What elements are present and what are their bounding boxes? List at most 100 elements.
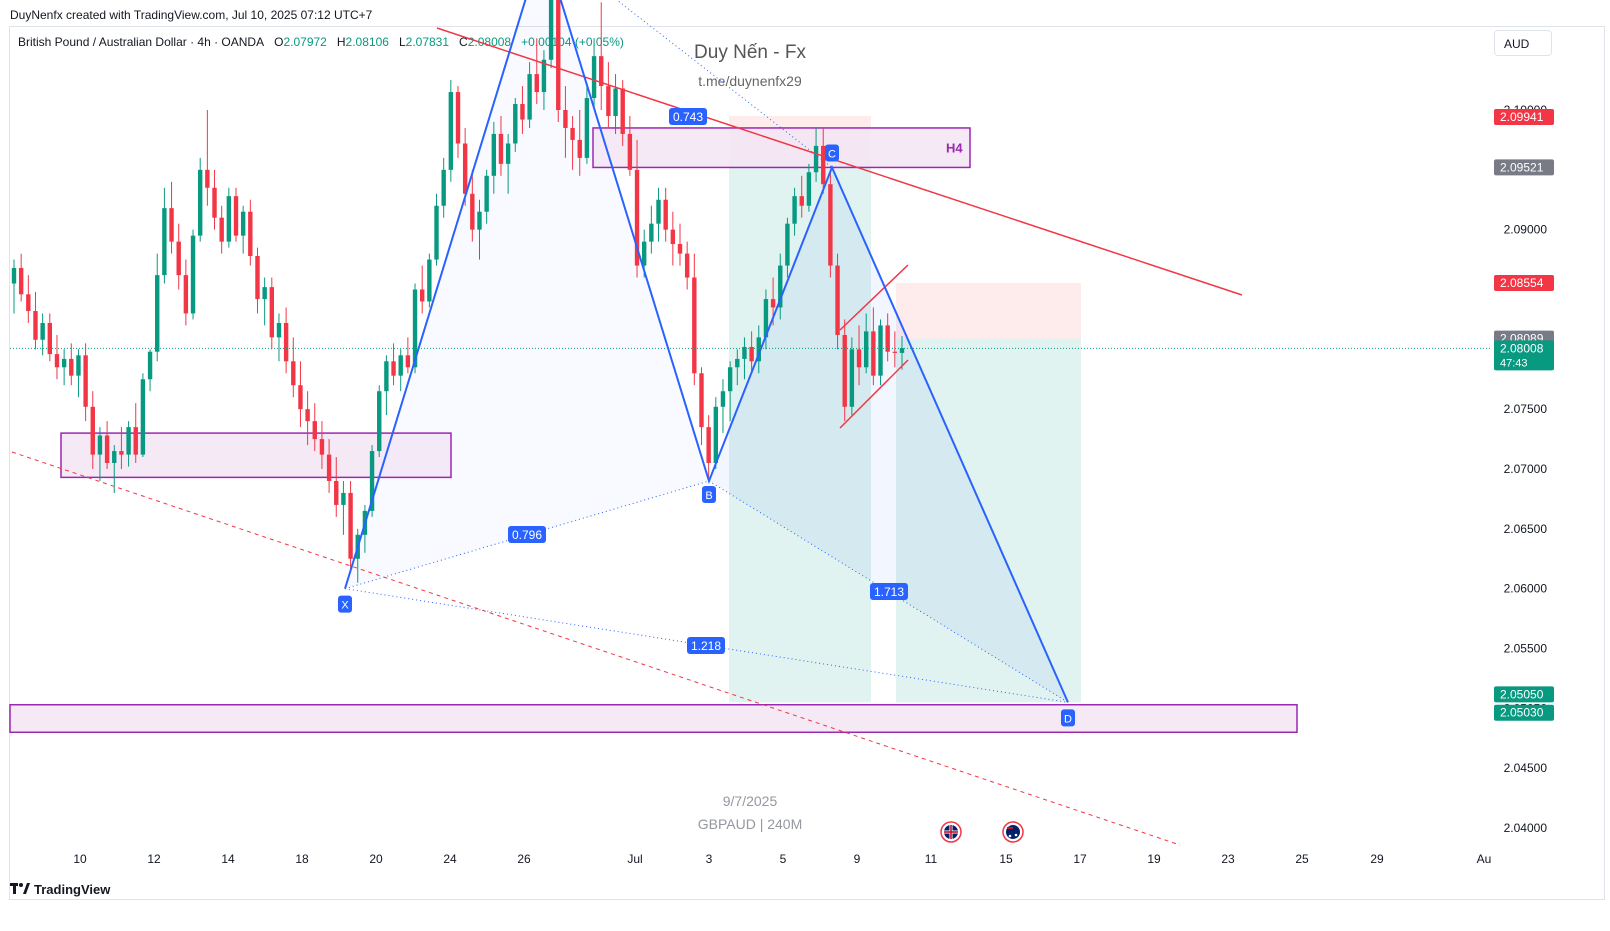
candle-body	[26, 294, 31, 312]
candle-body	[155, 275, 160, 352]
x-tick-label: 15	[999, 852, 1013, 866]
candle-body	[828, 184, 833, 266]
ratio-badge	[687, 637, 725, 654]
candle-body	[176, 241, 181, 276]
candle-body	[885, 325, 890, 352]
candle-body	[83, 355, 88, 407]
candle-body	[677, 244, 683, 254]
zone-label: H4	[946, 141, 963, 156]
candle-body	[269, 287, 275, 338]
candle-body	[33, 311, 38, 340]
candle-body	[534, 74, 539, 93]
candle-body	[505, 143, 511, 164]
candle-body	[541, 59, 547, 93]
candle-body	[455, 92, 461, 144]
candle-body	[871, 331, 876, 376]
axis-price-badge	[1494, 159, 1554, 176]
candle-body	[183, 275, 189, 314]
y-tick-label: 2.07000	[1504, 462, 1548, 476]
watermark-date: 9/7/2025	[722, 793, 778, 809]
ratio-badge	[870, 583, 908, 600]
candle-body	[735, 358, 740, 368]
candle-body	[240, 211, 246, 236]
candle-body	[319, 439, 325, 455]
candle-body	[147, 351, 153, 380]
candle-body	[821, 145, 826, 185]
candle-body	[369, 451, 375, 511]
candle-body	[727, 367, 733, 392]
candle-body	[298, 385, 303, 410]
candle-body	[212, 187, 217, 218]
candle-body	[190, 235, 196, 314]
candle-body	[419, 289, 425, 302]
currency-button[interactable]: AUD	[1494, 30, 1552, 56]
candle-body	[498, 133, 504, 164]
candle-body	[54, 354, 60, 368]
ratio-label: 1.218	[691, 639, 721, 653]
axis-price-badge	[1494, 275, 1554, 292]
axis-price-label: 2.09941	[1500, 110, 1544, 124]
x-tick-label: 10	[73, 852, 87, 866]
zone-box	[9, 703, 1298, 734]
candle-body	[799, 196, 804, 206]
candle-body	[112, 451, 117, 464]
candle-body	[842, 334, 847, 407]
x-tick-label: 12	[147, 852, 161, 866]
candle-body	[649, 223, 654, 242]
bar-countdown-label: 47:43	[1500, 357, 1528, 369]
candle-body	[11, 267, 17, 284]
watermark-subtitle: t.me/duynenfx29	[698, 73, 802, 89]
candle-body	[692, 277, 697, 374]
candle-body	[634, 169, 640, 266]
candle-body	[720, 391, 726, 407]
candle-body	[140, 379, 146, 455]
x-tick-label: Jul	[627, 852, 642, 866]
candle-body	[255, 255, 260, 300]
tradingview-logo[interactable]: TradingView	[10, 882, 110, 897]
stop-loss-zone	[896, 283, 1081, 339]
y-tick-label: 2.09000	[1504, 223, 1548, 237]
x-tick-label: 20	[369, 852, 383, 866]
candle-body	[778, 265, 783, 308]
x-tick-label: 14	[221, 852, 235, 866]
change-value: +0.00104 (+0.05%)	[521, 35, 624, 49]
harmonic-bcd-fill	[709, 167, 1068, 703]
axis-price-badge	[1494, 704, 1554, 721]
candle-body	[713, 406, 719, 464]
x-tick-label: 29	[1370, 852, 1384, 866]
x-tick-label: 23	[1221, 852, 1235, 866]
harmonic-xab-fill	[345, 0, 709, 589]
y-tick-label: 2.04500	[1504, 761, 1548, 775]
harmonic-ratio-line	[344, 480, 710, 590]
uk-flag-icon	[940, 821, 962, 843]
zone-box	[592, 127, 971, 169]
y-tick-label: 2.06500	[1504, 522, 1548, 536]
candle-body	[620, 88, 625, 134]
candle-body	[527, 74, 532, 120]
candle-body	[477, 211, 482, 230]
ratio-badge	[508, 526, 546, 543]
candle-body	[627, 133, 633, 170]
candle-body	[126, 427, 131, 455]
harmonic-point-badge	[825, 144, 839, 162]
candle-body	[169, 208, 174, 242]
axis-price-label: 2.05030	[1500, 706, 1544, 720]
symbol-legend[interactable]: British Pound / Australian Dollar · 4h ·…	[18, 35, 624, 49]
candle-body	[312, 421, 317, 440]
tradingview-logo-icon	[10, 882, 30, 897]
harmonic-point-d: D	[1064, 713, 1072, 725]
axis-price-badge	[1494, 109, 1554, 126]
candle-body	[856, 349, 862, 368]
candle-body	[427, 259, 432, 302]
axis-price-label: 2.08554	[1500, 276, 1544, 290]
candle-body	[448, 92, 454, 170]
candle-body	[785, 223, 790, 266]
australia-flag-icon	[1002, 821, 1024, 843]
candle-body	[441, 169, 446, 206]
candle-body	[663, 199, 668, 230]
candle-body	[405, 355, 411, 368]
candle-body	[205, 169, 210, 188]
candle-body	[341, 492, 346, 505]
candle-body	[90, 406, 95, 455]
